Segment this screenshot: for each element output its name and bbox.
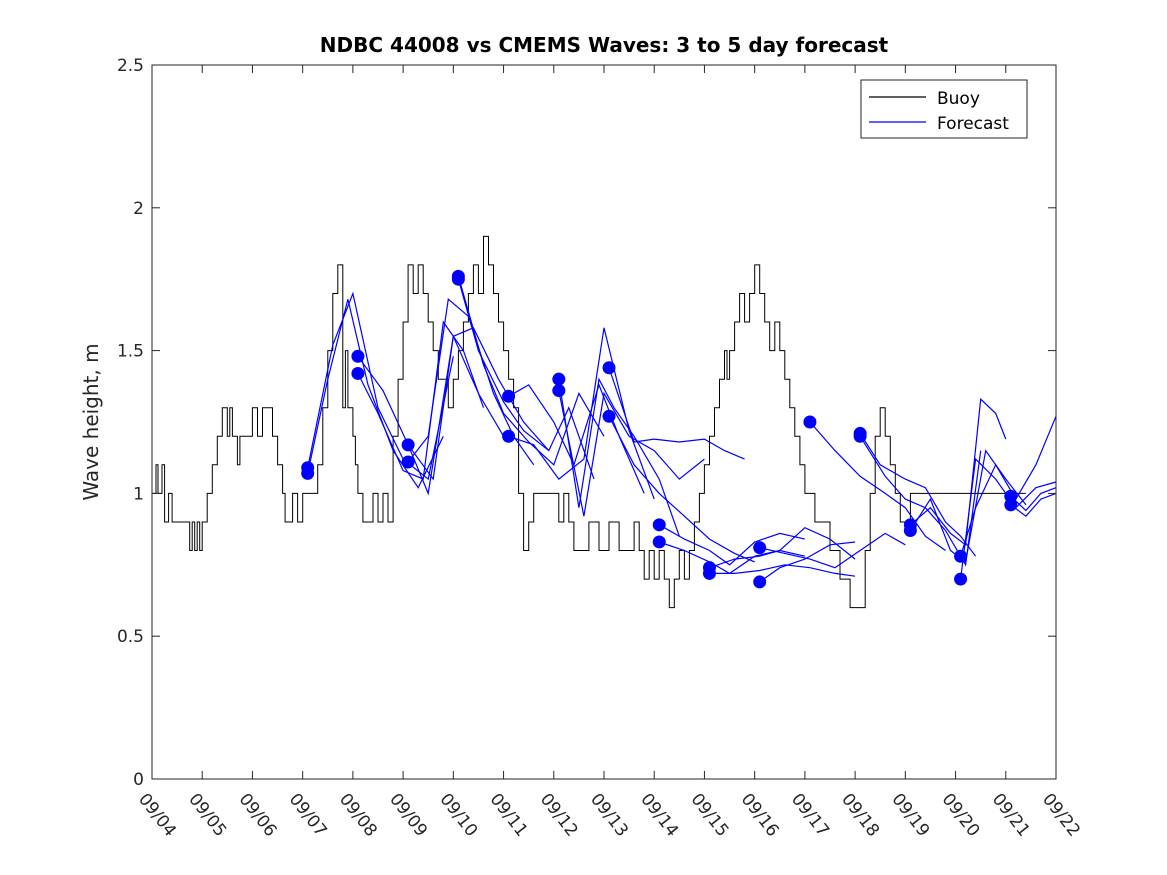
- forecast-start-markers: [301, 269, 1018, 589]
- legend: Buoy Forecast: [860, 79, 1028, 139]
- y-tick-label: 2.5: [117, 56, 144, 76]
- forecast-series-line: [457, 276, 605, 466]
- forecast-series-line: [307, 291, 454, 481]
- legend-box: [860, 79, 1028, 139]
- axes-box: [151, 64, 1057, 780]
- forecast-series-line: [859, 433, 977, 557]
- forecast-start-point: [301, 466, 315, 480]
- forecast-start-point: [903, 524, 917, 538]
- y-tick-label: 1.5: [117, 342, 144, 362]
- forecast-series-line: [508, 327, 655, 500]
- forecast-start-point: [401, 455, 415, 469]
- forecast-series-line: [558, 377, 680, 537]
- forecast-start-point: [401, 438, 415, 452]
- plot-area: [151, 64, 1057, 780]
- buoy-series-line: [152, 235, 1026, 609]
- forecast-start-point: [954, 549, 968, 563]
- forecast-series-line: [457, 279, 595, 480]
- forecast-start-point: [602, 409, 616, 423]
- y-axis-label: Wave height, m: [79, 343, 103, 500]
- forecast-series-line: [558, 390, 705, 517]
- forecast-start-point: [853, 429, 867, 443]
- forecast-series-line: [608, 367, 745, 460]
- forecast-start-point: [602, 361, 616, 375]
- forecast-series-line: [1010, 492, 1057, 518]
- series-layer: [152, 235, 1057, 609]
- forecast-series-line: [658, 524, 806, 566]
- chart-title: NDBC 44008 vs CMEMS Waves: 3 to 5 day fo…: [320, 33, 889, 57]
- forecast-start-point: [552, 384, 566, 398]
- forecast-start-point: [753, 541, 767, 555]
- y-tick-label: 0.5: [117, 627, 144, 647]
- forecast-start-point: [502, 389, 516, 403]
- forecast-series-line: [960, 416, 1057, 557]
- forecast-series-line: [910, 397, 1007, 546]
- forecast-series-line: [709, 564, 856, 577]
- legend-buoy-label: Buoy: [937, 89, 980, 109]
- legend-forecast-label: Forecast: [937, 114, 1009, 134]
- forecast-start-point: [351, 349, 365, 363]
- forecast-start-point: [954, 572, 968, 586]
- forecast-start-point: [1004, 498, 1018, 512]
- forecast-start-point: [803, 415, 817, 429]
- forecast-series-line: [608, 416, 755, 563]
- forecast-series-line: [307, 299, 444, 489]
- forecast-series-line: [809, 421, 946, 551]
- forecast-series-line: [709, 526, 856, 569]
- forecast-start-point: [552, 372, 566, 386]
- y-tick-label: 0: [133, 770, 144, 790]
- y-tick-label: 1: [133, 484, 144, 504]
- y-tick-label: 2: [133, 199, 144, 219]
- forecast-series-line: [759, 541, 856, 583]
- forecast-series-line: [909, 449, 1027, 563]
- forecast-start-point: [652, 535, 666, 549]
- forecast-series-line: [759, 532, 906, 569]
- forecast-series-line: [1010, 487, 1057, 512]
- forecast-start-point: [451, 272, 465, 286]
- forecast-series-line: [357, 320, 485, 480]
- forecast-start-point: [753, 575, 767, 589]
- forecast-start-point: [652, 518, 666, 532]
- forecast-start-point: [351, 366, 365, 380]
- y-axis: 0 0.5 1 1.5 2 2.5: [117, 56, 1056, 790]
- forecast-start-point: [502, 429, 516, 443]
- forecast-start-point: [702, 566, 716, 580]
